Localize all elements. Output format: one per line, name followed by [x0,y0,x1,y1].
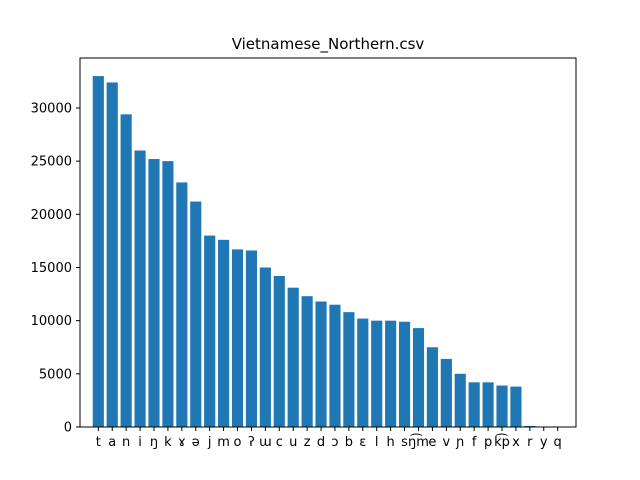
bar-5 [162,161,174,428]
bar-16 [315,301,327,427]
x-tick-label-5: k [164,435,172,450]
x-tick-label-19: ɛ [359,435,366,450]
bar-12 [259,267,271,427]
x-tick-label-8: j [207,435,212,450]
y-tick-label-2: 10000 [31,314,72,329]
x-tick-label-12: ɯ [259,435,272,450]
y-tick-label-5: 25000 [31,155,72,170]
x-tick-label-29: k͡p [494,434,510,450]
bar-2 [120,114,132,427]
x-tick-label-1: a [108,435,116,450]
bar-23 [412,328,425,427]
x-tick-label-16: d [317,435,325,450]
axes-group [79,57,577,428]
bar-13 [273,275,285,427]
x-tick-label-3: i [138,435,142,450]
bar-11 [245,250,258,427]
x-tick-label-25: v [442,435,450,450]
x-tick-label-18: b [345,435,353,450]
x-tick-label-32: y [540,435,548,450]
x-tick-label-15: z [304,435,311,450]
x-tick-label-26: ɲ [455,435,464,450]
x-tick-label-27: f [472,435,477,450]
x-tick-label-24: e [428,435,436,450]
plot-frame [79,57,577,428]
y-tick-label-6: 30000 [31,101,72,116]
bar-20 [371,320,383,427]
x-tick-label-22: s [401,435,408,450]
bar-26 [454,373,466,427]
bar-31 [524,425,536,427]
y-tick-label-4: 20000 [31,208,72,223]
bars-group [92,76,564,428]
x-tick-label-21: h [387,435,395,450]
bar-22 [398,321,411,427]
x-tick-label-33: q [554,435,562,450]
bar-25 [440,358,452,427]
bar-24 [426,347,438,427]
bar-30 [510,386,522,427]
bar-8 [204,235,216,427]
x-tick-label-31: r [527,435,533,450]
chart-title: Vietnamese_Northern.csv [232,35,425,54]
y-axis-ticks: 0 5000 10000 15000 20000 25000 30000 [31,101,80,436]
bar-18 [343,312,355,427]
bar-29 [496,385,508,427]
bar-28 [482,382,494,427]
y-tick-label-0: 0 [64,421,72,436]
x-tick-label-13: c [276,435,283,450]
bar-21 [385,320,397,427]
x-tick-label-6: ɤ [178,435,186,450]
x-tick-label-2: n [122,435,130,450]
bar-4 [148,159,160,427]
x-tick-label-10: o [234,435,242,450]
y-tick-label-1: 5000 [39,367,72,382]
x-tick-label-11: ʔ [248,435,255,450]
x-tick-label-14: u [289,435,297,450]
bar-3 [134,150,146,427]
bar-6 [176,182,188,427]
x-tick-label-7: ə [192,435,200,450]
x-tick-label-4: ŋ [150,435,158,450]
x-tick-label-9: m [217,435,230,450]
x-tick-label-30: x [512,435,520,450]
bar-15 [301,296,313,427]
bar-7 [190,201,202,427]
x-tick-label-20: l [375,435,379,450]
bar-27 [468,382,480,427]
bar-19 [357,318,369,427]
bar-10 [231,249,244,427]
y-tick-label-3: 15000 [31,261,72,276]
x-tick-label-17: ɔ [331,435,338,450]
x-tick-label-28: p [484,435,492,450]
bar-17 [329,304,341,427]
bar-14 [287,287,299,427]
x-axis-ticks: t a n i ŋ k ɤ ə j m o ʔ ɯ c u z d ɔ b ɛ l h s ŋ͡m e v ɲ f p k͡p x r y q [96,427,562,450]
bar-9 [218,239,230,427]
x-tick-label-23: ŋ͡m [408,434,429,450]
bar-0 [92,76,104,427]
bar-1 [106,82,118,427]
x-tick-label-0: t [96,435,101,450]
